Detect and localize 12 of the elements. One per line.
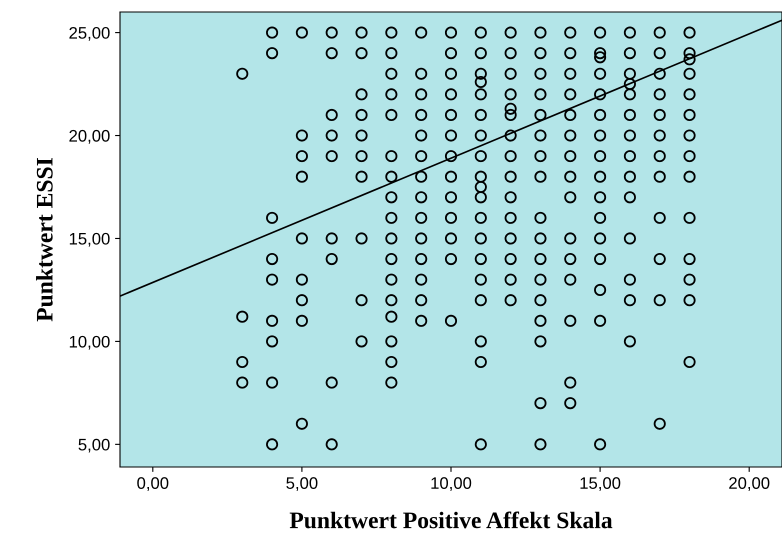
y-tick-label: 5,00 <box>78 438 110 453</box>
x-tick-label: 5,00 <box>286 477 318 491</box>
y-tick-label: 15,00 <box>70 232 110 247</box>
y-axis-title: Punktwert ESSI <box>36 158 53 322</box>
x-tick-label: 10,00 <box>431 477 472 491</box>
y-tick-label: 20,00 <box>69 130 110 144</box>
x-tick-label: 0,00 <box>137 477 168 491</box>
y-tick-label: 25,00 <box>69 26 110 41</box>
x-axis-title: Punktwert Positive Affekt Skala <box>290 511 612 528</box>
x-tick-label: 15,00 <box>580 477 620 491</box>
y-tick-label: 10,00 <box>70 336 110 350</box>
x-tick-label: 20,00 <box>729 477 770 491</box>
